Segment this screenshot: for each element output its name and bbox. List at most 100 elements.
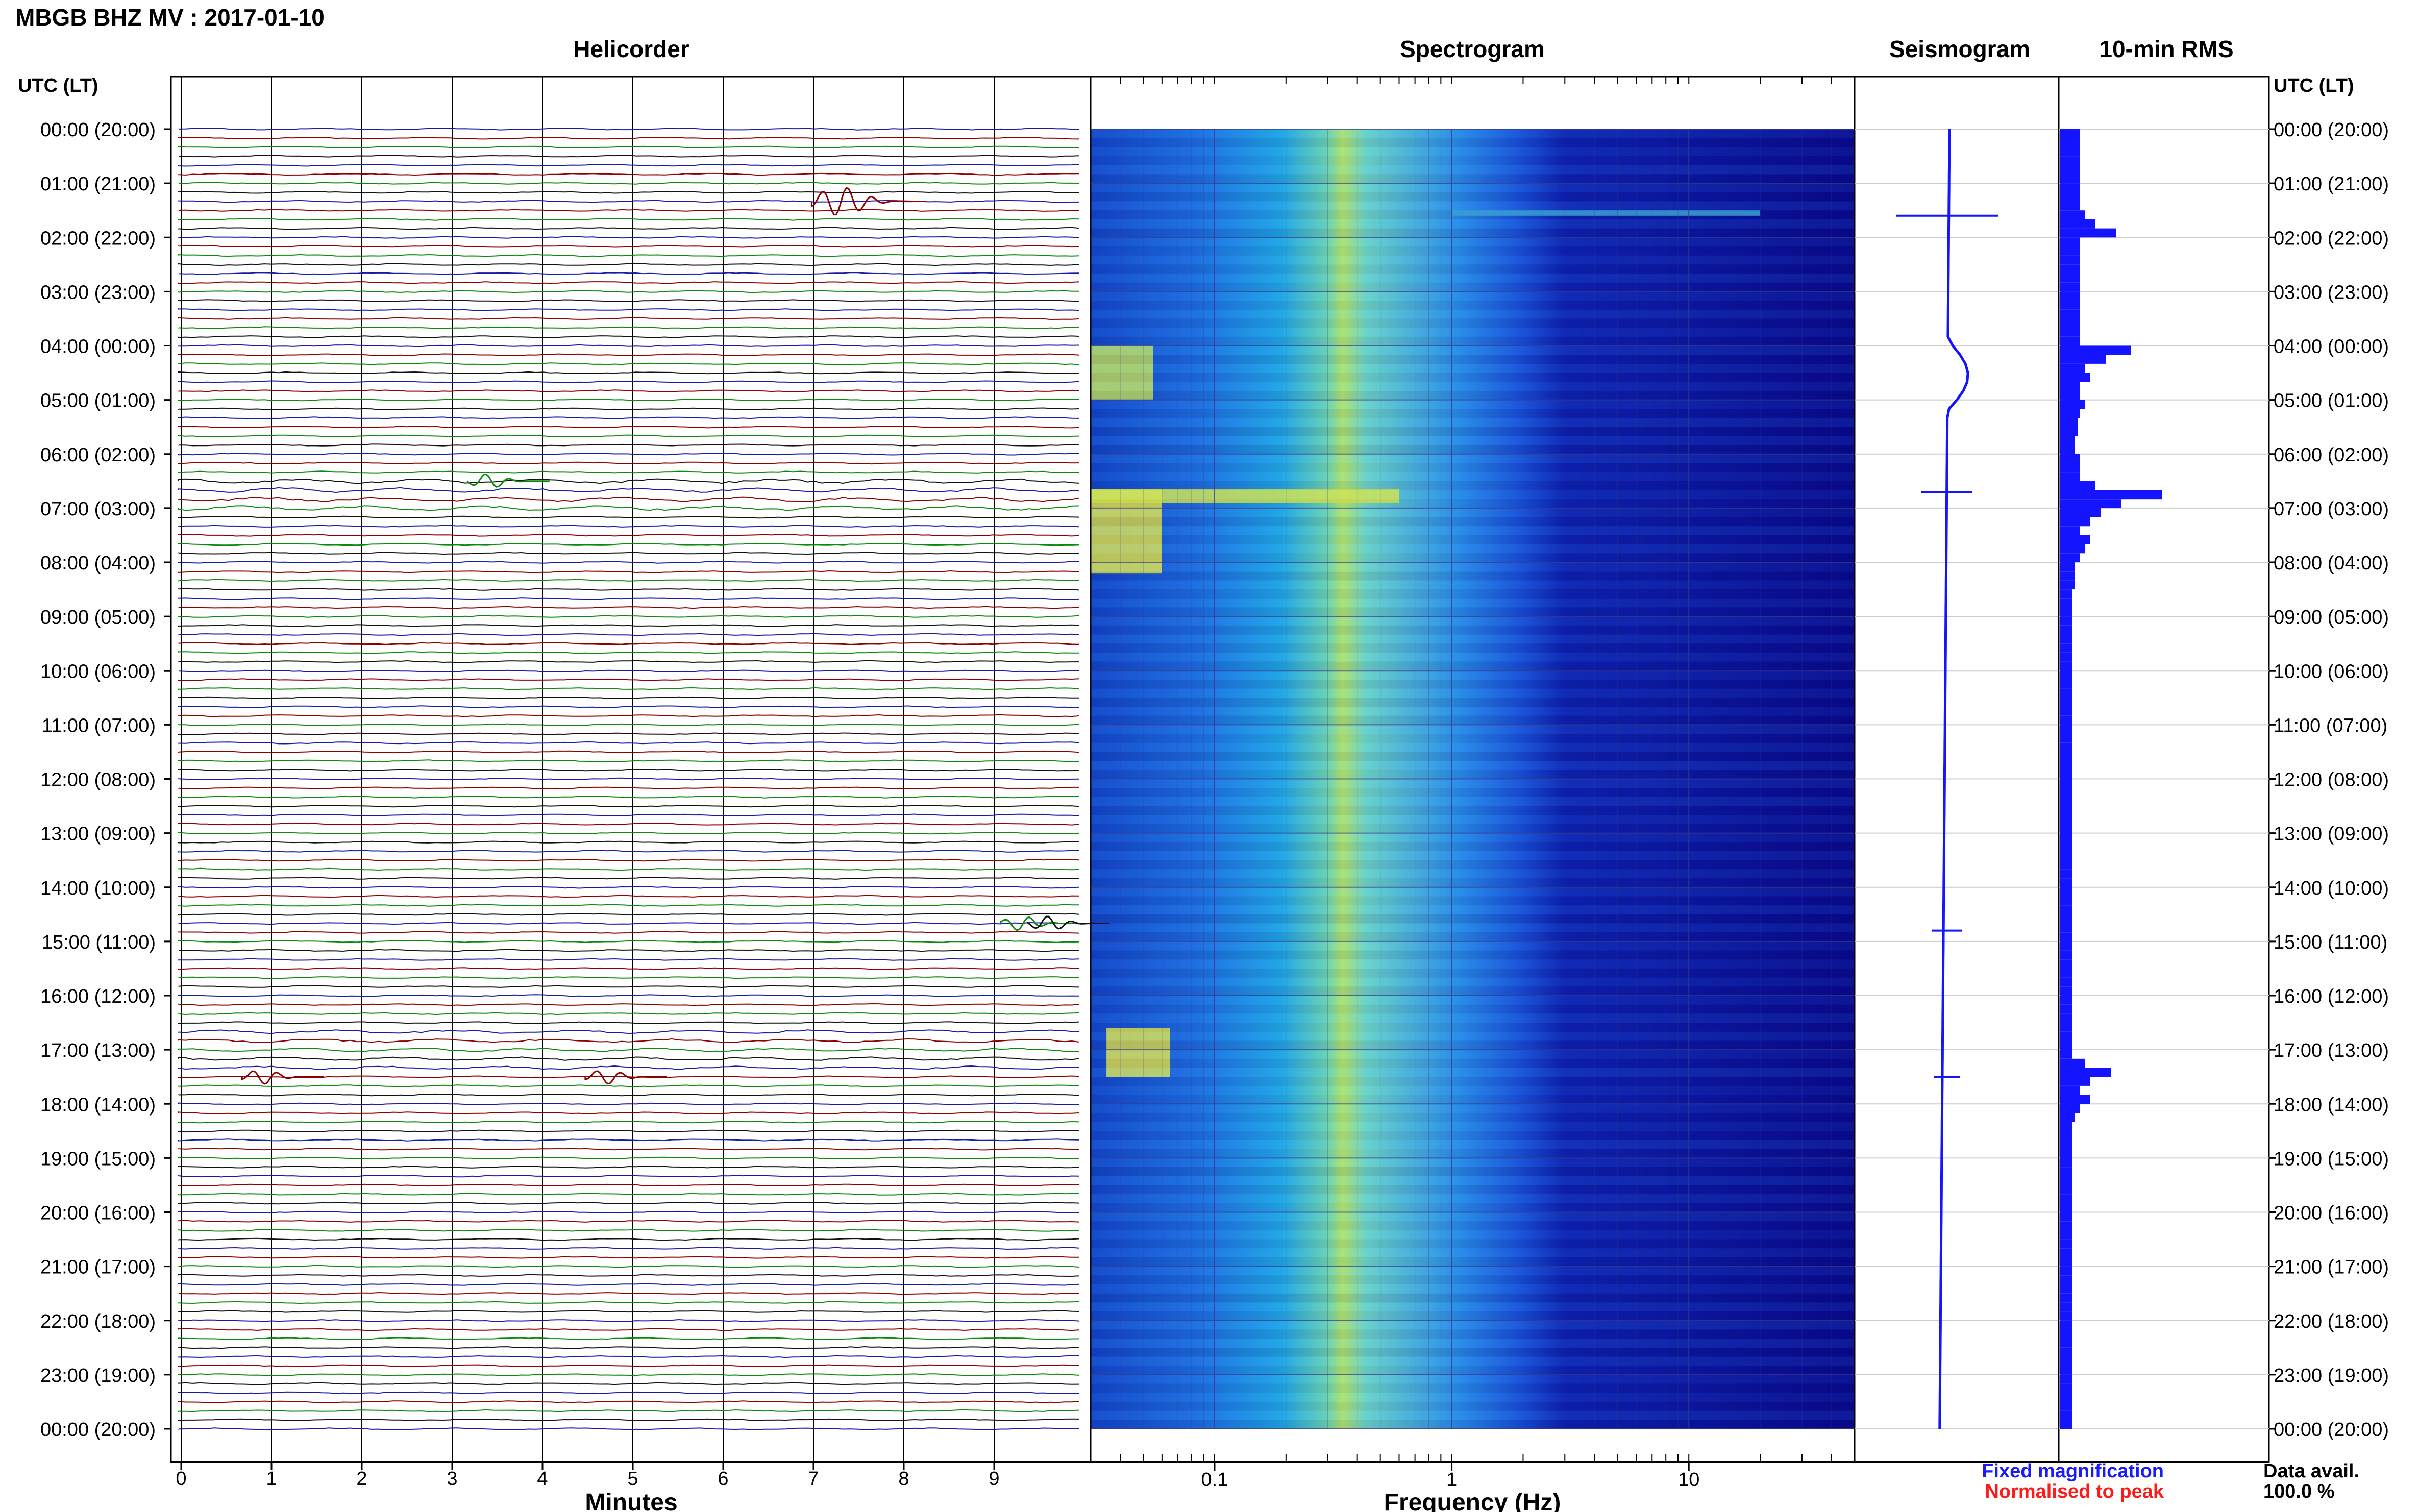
- spectrogram-row-texture: [1091, 851, 1855, 860]
- rms-bar: [2060, 345, 2131, 355]
- rms-bar: [2060, 1230, 2072, 1240]
- helicorder-trace: [178, 922, 1079, 925]
- spectrogram-row-texture: [1091, 824, 1855, 833]
- rms-bar: [2060, 688, 2072, 698]
- helicorder-trace: [178, 660, 1079, 663]
- helicorder-trace: [178, 958, 1079, 961]
- spectrogram-row-texture: [1091, 318, 1855, 328]
- time-label-left: 23:00 (19:00): [40, 1365, 156, 1386]
- rms-bar: [2060, 499, 2121, 508]
- time-label-right: 13:00 (09:00): [2274, 824, 2389, 845]
- rms-bar: [2060, 1131, 2072, 1140]
- helicorder-trace: [178, 362, 1079, 365]
- spectrogram-row-texture: [1091, 941, 1855, 951]
- spectrogram-row-texture: [1091, 1420, 1855, 1429]
- helicorder-trace: [178, 1193, 1079, 1196]
- rms-bar: [2060, 472, 2080, 481]
- helicorder-trace: [178, 858, 1079, 862]
- spectrogram-row-texture: [1091, 490, 1855, 500]
- rms-bar: [2060, 336, 2080, 346]
- spectrogram-row-texture: [1091, 400, 1855, 409]
- rms-bar: [2060, 923, 2072, 933]
- spectrogram-row-texture: [1091, 553, 1855, 562]
- rms-bar: [2060, 788, 2072, 797]
- minute-tick-label: 0: [176, 1468, 186, 1490]
- rms-bar: [2060, 1112, 2075, 1122]
- spectrogram-row-texture: [1091, 1311, 1855, 1321]
- helicorder-trace: [178, 534, 1079, 537]
- helicorder-trace: [178, 542, 1079, 546]
- rms-bar: [2060, 363, 2085, 373]
- spectrogram-row-texture: [1091, 580, 1855, 590]
- rms-bar: [2060, 634, 2072, 644]
- rms-bar: [2060, 1401, 2072, 1411]
- rms-bar: [2060, 445, 2075, 454]
- time-label-right: 02:00 (22:00): [2274, 228, 2389, 249]
- helicorder-trace: [178, 254, 1079, 257]
- rms-bar: [2060, 1031, 2072, 1041]
- rms-bar: [2060, 661, 2072, 671]
- rms-bar: [2060, 400, 2085, 409]
- helicorder-trace: [178, 723, 1079, 727]
- time-label-right: 10:00 (06:00): [2274, 661, 2389, 682]
- minutes-axis-ticks: 0 1 2 3 4 5 6 7 8 9: [176, 1462, 1000, 1490]
- spectrogram-row-texture: [1091, 752, 1855, 761]
- spectrogram-row-texture: [1091, 382, 1855, 391]
- rms-bar: [2060, 1356, 2072, 1366]
- helicorder-trace: [178, 1166, 1079, 1169]
- spectrogram-row-texture: [1091, 544, 1855, 554]
- helicorder-trace: [178, 769, 1079, 772]
- spectrogram-row-texture: [1091, 634, 1855, 644]
- spectrogram-row-texture: [1091, 1040, 1855, 1050]
- spectrogram-row-texture: [1091, 1068, 1855, 1077]
- spectrogram-energy-patch: [1106, 1028, 1171, 1077]
- rms-bar: [2060, 959, 2072, 969]
- rms-bar: [2060, 1374, 2072, 1384]
- rms-bar: [2060, 526, 2080, 535]
- rms-bar: [2060, 1104, 2080, 1113]
- rms-bar: [2060, 1140, 2072, 1149]
- spectrogram-energy-patch: [1091, 345, 1153, 400]
- right-axis-header: UTC (LT): [2274, 75, 2354, 96]
- helicorder-trace: [178, 624, 1079, 627]
- spectrogram-row-texture: [1091, 986, 1855, 996]
- spectrogram-row-texture: [1091, 1356, 1855, 1366]
- helicorder-trace: [178, 1382, 1079, 1385]
- rms-bar: [2060, 851, 2072, 860]
- rms-bar: [2060, 255, 2080, 265]
- helicorder-trace: [178, 335, 1079, 338]
- rms-bar: [2060, 996, 2072, 1005]
- spectrogram-energy-patch: [1451, 210, 1761, 216]
- spectrogram-row-texture: [1091, 1383, 1855, 1393]
- helicorder-trace: [178, 1301, 1079, 1304]
- rms-bar: [2060, 761, 2072, 770]
- spectrogram-row-texture: [1091, 255, 1855, 265]
- helicorder-trace: [178, 1229, 1079, 1232]
- rms-bar: [2060, 941, 2072, 951]
- helicorder-trace: [178, 389, 1079, 392]
- helicorder-trace: [178, 136, 1079, 140]
- helicorder-trace: [178, 750, 1079, 754]
- helicorder-trace: [178, 299, 1079, 302]
- helicorder-trace: [178, 407, 1079, 411]
- legend-fixed-magnification: Fixed magnification: [1982, 1460, 2164, 1482]
- rms-bar: [2060, 481, 2095, 490]
- spectrogram-row-texture: [1091, 1131, 1855, 1140]
- rms-bar: [2060, 1320, 2072, 1330]
- time-label-right: 14:00 (10:00): [2274, 878, 2389, 899]
- rms-bar: [2060, 643, 2072, 653]
- time-label-left: 08:00 (04:00): [40, 553, 156, 574]
- legend-normalised-to-peak: Normalised to peak: [1985, 1481, 2164, 1502]
- helicorder-trace: [178, 1427, 1079, 1430]
- helicorder-trace: [178, 732, 1079, 735]
- helicorder-trace: [178, 263, 1079, 266]
- rms-bar: [2060, 770, 2072, 779]
- helicorder-trace: [178, 1012, 1079, 1015]
- helicorder-trace: [178, 236, 1079, 239]
- seismogram-gridlines: [1855, 129, 2059, 1429]
- helicorder-trace: [178, 344, 1079, 348]
- spectrogram-row-texture: [1091, 869, 1855, 879]
- spectrogram-row-texture: [1091, 734, 1855, 743]
- minute-tick-label: 9: [989, 1468, 999, 1490]
- spectrogram-row-texture: [1091, 201, 1855, 211]
